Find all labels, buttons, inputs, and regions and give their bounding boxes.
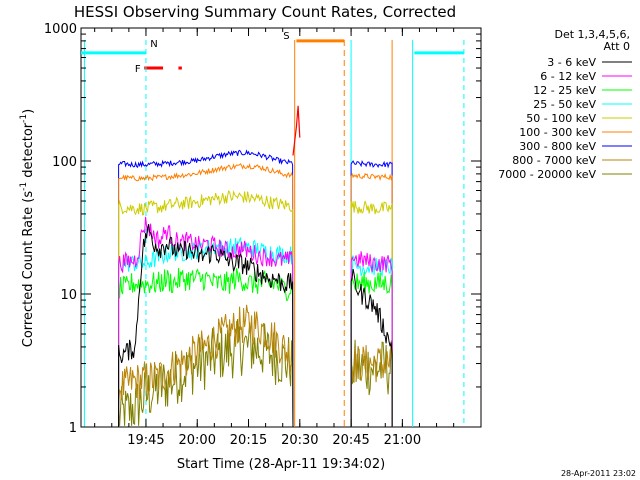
indicator-label: N [150,39,157,50]
series-line [350,200,393,427]
series-line [118,216,294,428]
indicator-label: S [283,31,289,42]
legend-label: 300 - 800 keV [519,140,596,153]
data-layer: N S F [81,31,465,428]
chart-title: HESSI Observing Summary Count Rates, Cor… [74,3,456,21]
series-line [118,224,294,428]
y-tick-label: 1 [69,421,77,436]
series-line [118,267,294,428]
legend-label: 800 - 7000 keV [512,154,596,167]
y-axis-label-exponent: -1 [19,182,29,191]
series-line [118,149,294,428]
y-axis-label-part: detector [21,122,36,182]
x-tick-label: 20:30 [281,433,318,448]
legend-label: 100 - 300 keV [519,126,596,139]
series-line [118,318,294,428]
series-line [350,345,393,427]
indicator-label: F [135,64,141,75]
y-axis-label-part: Corrected Count Rate (s [21,191,36,348]
legend-label: 6 - 12 keV [540,70,596,83]
x-tick-label: 20:45 [332,433,369,448]
legend-label: 25 - 50 keV [533,98,596,111]
series-line [118,190,294,428]
series-line [350,271,393,427]
y-axis-label: Corrected Count Rate (s-1 detector-1) [19,109,36,347]
y-axis-label-part: ) [21,109,36,114]
y-tick-label: 1000 [44,22,77,37]
legend-label: 50 - 100 keV [526,112,596,125]
y-axis-label-exponent: -1 [19,114,29,123]
series-line [118,163,294,428]
flare-spike [292,105,301,156]
y-tick-label: 10 [60,288,77,303]
series-line [350,268,393,427]
series-line [118,304,294,428]
axis-ticks: 19:45 20:00 20:15 20:30 20:45 21:00 1 10 100 1000 [44,22,481,448]
legend-label: 3 - 6 keV [547,56,596,69]
plot-frame [80,27,482,428]
plot-area: N S F 19:45 20:00 20:15 20:30 20:45 21:00 1 10 100… [44,22,482,448]
y-tick-label: 100 [52,155,77,170]
footer-date: 28-Apr-2011 23:02 [561,469,636,478]
x-tick-label: 20:00 [179,433,216,448]
legend-label: 12 - 25 keV [533,84,596,97]
x-tick-label: 20:15 [230,433,267,448]
legend-header: Att 0 [604,40,630,53]
series-line [350,172,393,427]
series-line [350,251,393,427]
x-tick-label: 21:00 [384,433,421,448]
x-axis-label: Start Time (28-Apr-11 19:34:02) [177,457,385,472]
legend-header: Det 1,3,4,5,6, [554,28,630,41]
legend-label: 7000 - 20000 keV [498,168,596,181]
x-tick-label: 19:45 [127,433,164,448]
series-line [350,160,393,427]
